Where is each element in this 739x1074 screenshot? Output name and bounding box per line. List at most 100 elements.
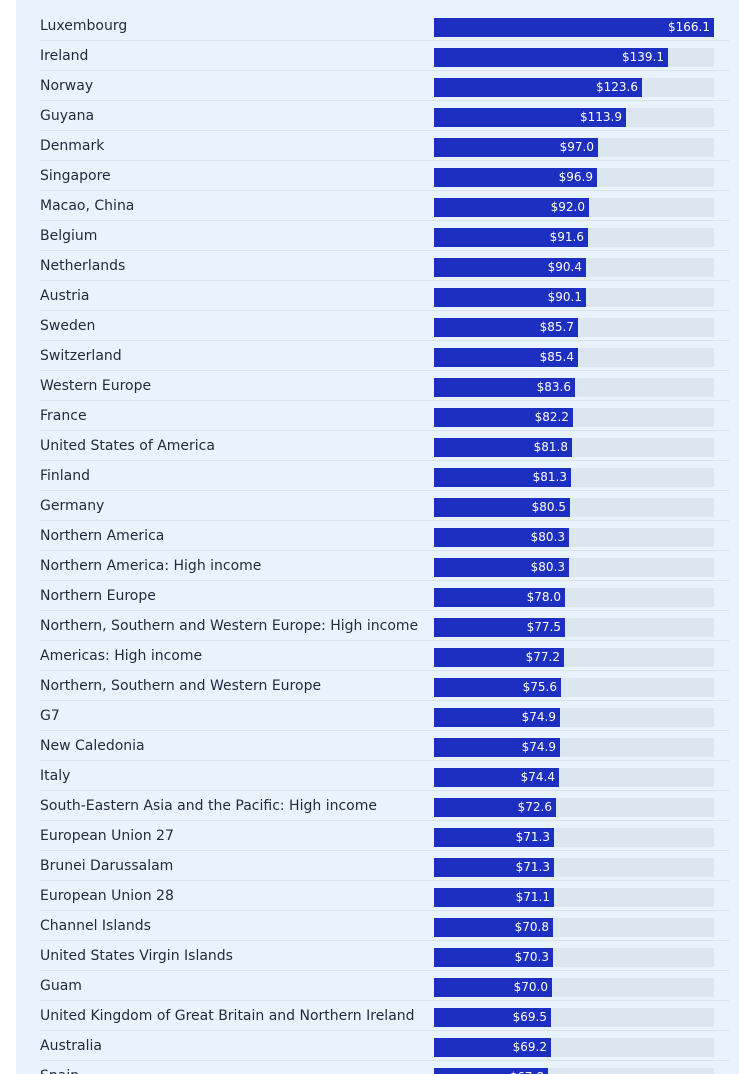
category-label: Switzerland xyxy=(40,348,122,364)
bar-track: $70.0 xyxy=(434,978,714,997)
bar-track: $77.2 xyxy=(434,648,714,667)
bar-track: $70.8 xyxy=(434,918,714,937)
bar: $123.6 xyxy=(434,78,642,97)
category-label: Guam xyxy=(40,978,82,994)
bar-row: European Union 28 $71.1 xyxy=(40,881,729,911)
bar-row: United States of America $81.8 xyxy=(40,431,729,461)
bar-value-label: $78.0 xyxy=(526,590,561,604)
category-label: Guyana xyxy=(40,108,95,124)
bar-track: $96.9 xyxy=(434,168,714,187)
bar-value-label: $67.8 xyxy=(510,1068,544,1074)
bar: $139.1 xyxy=(434,48,668,67)
bar-track: $74.9 xyxy=(434,708,714,727)
bar-track: $71.1 xyxy=(434,888,714,907)
bar: $71.1 xyxy=(434,888,554,907)
bar-row: Germany $80.5 xyxy=(40,491,729,521)
bar: $82.2 xyxy=(434,408,573,427)
bar-row: South-Eastern Asia and the Pacific: High… xyxy=(40,791,729,821)
bar: $70.8 xyxy=(434,918,553,937)
bar-value-label: $77.5 xyxy=(526,620,561,634)
bar-track: $85.7 xyxy=(434,318,714,337)
category-label: Singapore xyxy=(40,168,111,184)
category-label: Spain xyxy=(40,1061,79,1074)
bar-value-label: $97.0 xyxy=(559,140,594,154)
bar-value-label: $90.1 xyxy=(547,290,582,304)
bar-value-label: $85.7 xyxy=(539,320,574,334)
bar-value-label: $70.8 xyxy=(514,920,549,934)
bar-track: $90.4 xyxy=(434,258,714,277)
bar-value-label: $74.9 xyxy=(521,740,556,754)
bar-value-label: $90.4 xyxy=(547,260,582,274)
bar-track: $113.9 xyxy=(434,108,714,127)
bar-track: $70.3 xyxy=(434,948,714,967)
category-label: Northern Europe xyxy=(40,588,156,604)
bar-track: $80.3 xyxy=(434,558,714,577)
bar-row: Northern, Southern and Western Europe: H… xyxy=(40,611,729,641)
category-label: United States of America xyxy=(40,438,215,454)
bar-value-label: $83.6 xyxy=(536,380,571,394)
bar-row: Austria $90.1 xyxy=(40,281,729,311)
bar-track: $139.1 xyxy=(434,48,714,67)
category-label: Finland xyxy=(40,468,91,484)
bar-row: Norway $123.6 xyxy=(40,71,729,101)
bar-value-label: $69.2 xyxy=(512,1040,547,1054)
bar: $70.0 xyxy=(434,978,552,997)
bar-row: France $82.2 xyxy=(40,401,729,431)
bar-row: Singapore $96.9 xyxy=(40,161,729,191)
bar: $80.3 xyxy=(434,558,569,577)
bar-value-label: $92.0 xyxy=(550,200,585,214)
bar: $113.9 xyxy=(434,108,626,127)
bar-track: $90.1 xyxy=(434,288,714,307)
bar: $81.3 xyxy=(434,468,571,487)
bar-track: $81.8 xyxy=(434,438,714,457)
bar-track: $78.0 xyxy=(434,588,714,607)
bar-value-label: $113.9 xyxy=(580,110,622,124)
bar-value-label: $71.1 xyxy=(515,890,550,904)
bar: $80.3 xyxy=(434,528,569,547)
bar-value-label: $96.9 xyxy=(558,170,593,184)
bar-row: Americas: High income $77.2 xyxy=(40,641,729,671)
category-label: Channel Islands xyxy=(40,918,151,934)
bar-track: $72.6 xyxy=(434,798,714,817)
bar: $71.3 xyxy=(434,858,554,877)
bar-value-label: $70.3 xyxy=(514,950,549,964)
bar-value-label: $85.4 xyxy=(539,350,574,364)
category-label: United Kingdom of Great Britain and Nort… xyxy=(40,1008,415,1024)
category-label: Brunei Darussalam xyxy=(40,858,174,874)
bar-row: Northern Europe $78.0 xyxy=(40,581,729,611)
bar-value-label: $80.3 xyxy=(530,530,565,544)
category-label: Germany xyxy=(40,498,105,514)
bar-value-label: $71.3 xyxy=(515,860,550,874)
category-label: France xyxy=(40,408,87,424)
bar-track: $67.8 xyxy=(434,1068,714,1074)
category-label: Italy xyxy=(40,768,71,784)
bar: $77.2 xyxy=(434,648,564,667)
bar-row: New Caledonia $74.9 xyxy=(40,731,729,761)
bar-row: Australia $69.2 xyxy=(40,1031,729,1061)
bar: $90.1 xyxy=(434,288,586,307)
bar-row: Ireland $139.1 xyxy=(40,41,729,71)
bar: $67.8 xyxy=(434,1068,548,1074)
bar-value-label: $77.2 xyxy=(525,650,560,664)
bar-row: Guam $70.0 xyxy=(40,971,729,1001)
bar-row: Western Europe $83.6 xyxy=(40,371,729,401)
bar-row: Channel Islands $70.8 xyxy=(40,911,729,941)
bar-row: Switzerland $85.4 xyxy=(40,341,729,371)
category-label: Netherlands xyxy=(40,258,126,274)
bar: $78.0 xyxy=(434,588,565,607)
category-label: South-Eastern Asia and the Pacific: High… xyxy=(40,798,377,814)
bar-row: Guyana $113.9 xyxy=(40,101,729,131)
category-label: Australia xyxy=(40,1038,102,1054)
category-label: United States Virgin Islands xyxy=(40,948,233,964)
bar: $83.6 xyxy=(434,378,575,397)
category-label: Ireland xyxy=(40,48,89,64)
bar-track: $75.6 xyxy=(434,678,714,697)
bar-track: $81.3 xyxy=(434,468,714,487)
bar: $70.3 xyxy=(434,948,553,967)
bar: $69.2 xyxy=(434,1038,551,1057)
bar-row: Macao, China $92.0 xyxy=(40,191,729,221)
bar-value-label: $70.0 xyxy=(513,980,548,994)
bar: $97.0 xyxy=(434,138,598,157)
bar-row: Northern America $80.3 xyxy=(40,521,729,551)
bar-track: $74.4 xyxy=(434,768,714,787)
